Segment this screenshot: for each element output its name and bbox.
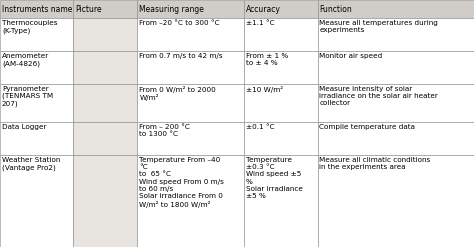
Bar — [0, 0, 73, 18]
Text: Monitor air speed: Monitor air speed — [319, 53, 383, 59]
Text: Measure intensity of solar
irradiance on the solar air heater
collector: Measure intensity of solar irradiance on… — [319, 86, 438, 106]
Text: ±0.1 °C: ±0.1 °C — [246, 124, 274, 130]
Bar — [73, 84, 137, 122]
Bar — [318, 155, 474, 247]
Text: Measure all temperatures during
experiments: Measure all temperatures during experime… — [319, 20, 438, 33]
Bar — [244, 84, 318, 122]
Text: From – 200 °C
to 1300 °C: From – 200 °C to 1300 °C — [139, 124, 190, 137]
Bar — [318, 84, 474, 122]
Text: Measure all climatic conditions
in the experiments area: Measure all climatic conditions in the e… — [319, 157, 431, 170]
Text: Anemometer
(AM-4826): Anemometer (AM-4826) — [2, 53, 49, 67]
Bar — [137, 122, 244, 155]
Text: Instruments name: Instruments name — [2, 4, 72, 14]
Bar — [318, 51, 474, 84]
Bar — [137, 84, 244, 122]
Text: Temperature From –40
°C
to  65 °C
Wind speed From 0 m/s
to 60 m/s
Solar irradian: Temperature From –40 °C to 65 °C Wind sp… — [139, 157, 224, 207]
Text: Temperature
±0.3 °C
Wind speed ±5
%
Solar irradiance
±5 %: Temperature ±0.3 °C Wind speed ±5 % Sola… — [246, 157, 303, 199]
Bar — [318, 0, 474, 18]
Bar — [0, 84, 73, 122]
Bar — [244, 18, 318, 51]
Text: Compile temperature data: Compile temperature data — [319, 124, 416, 130]
Text: From 0 W/m² to 2000
W/m²: From 0 W/m² to 2000 W/m² — [139, 86, 216, 101]
Bar — [318, 18, 474, 51]
Bar — [73, 51, 137, 84]
Bar — [137, 18, 244, 51]
Bar — [0, 51, 73, 84]
Bar — [0, 155, 73, 247]
Text: Thermocouples
(K-Type): Thermocouples (K-Type) — [2, 20, 57, 34]
Bar — [244, 0, 318, 18]
Text: Function: Function — [319, 4, 352, 14]
Bar — [73, 18, 137, 51]
Bar — [73, 122, 137, 155]
Bar — [318, 122, 474, 155]
Text: Picture: Picture — [75, 4, 102, 14]
Text: Data Logger: Data Logger — [2, 124, 46, 130]
Bar — [137, 155, 244, 247]
Text: From 0.7 m/s to 42 m/s: From 0.7 m/s to 42 m/s — [139, 53, 223, 59]
Bar — [73, 0, 137, 18]
Bar — [0, 18, 73, 51]
Bar — [244, 51, 318, 84]
Text: Accuracy: Accuracy — [246, 4, 281, 14]
Text: ±10 W/m²: ±10 W/m² — [246, 86, 283, 93]
Text: ±1.1 °C: ±1.1 °C — [246, 20, 274, 26]
Bar — [73, 155, 137, 247]
Bar — [244, 122, 318, 155]
Text: Pyranometer
(TENMARS TM
207): Pyranometer (TENMARS TM 207) — [2, 86, 53, 107]
Text: From ± 1 %
to ± 4 %: From ± 1 % to ± 4 % — [246, 53, 288, 66]
Text: Weather Station
(Vantage Pro2): Weather Station (Vantage Pro2) — [2, 157, 60, 171]
Text: From –20 °C to 300 °C: From –20 °C to 300 °C — [139, 20, 220, 26]
Bar — [244, 155, 318, 247]
Bar — [137, 51, 244, 84]
Bar — [0, 122, 73, 155]
Text: Measuring range: Measuring range — [139, 4, 204, 14]
Bar — [137, 0, 244, 18]
